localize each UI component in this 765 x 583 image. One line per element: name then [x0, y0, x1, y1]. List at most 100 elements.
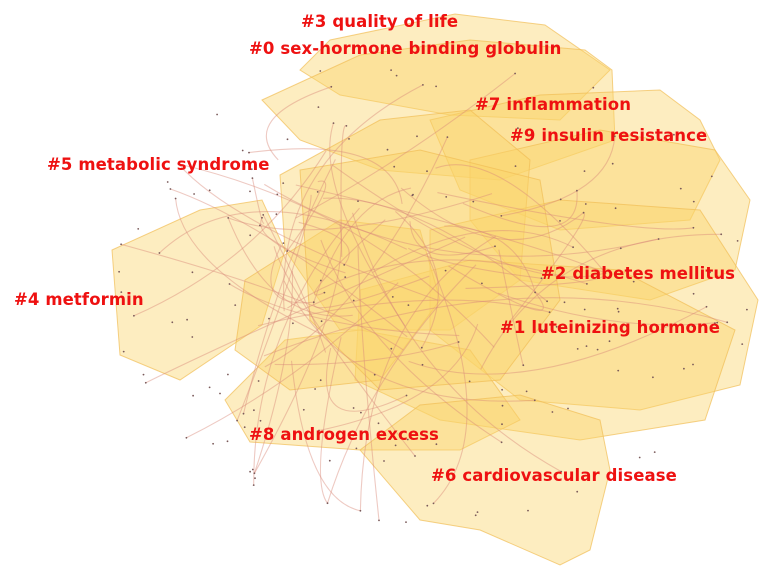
network-node: [632, 280, 635, 283]
network-edge: [253, 271, 294, 474]
network-node: [319, 70, 322, 72]
network-node: [344, 276, 347, 278]
network-edge: [408, 247, 542, 279]
network-node: [619, 247, 622, 250]
network-node: [416, 135, 418, 138]
network-node: [120, 243, 122, 246]
network-edge: [270, 245, 314, 304]
network-node: [166, 181, 169, 183]
network-node: [282, 182, 285, 185]
network-node: [540, 277, 543, 280]
network-node: [736, 240, 739, 242]
network-node: [567, 407, 569, 410]
network-edge: [283, 280, 535, 402]
network-node: [517, 127, 519, 130]
network-edge: [331, 164, 606, 278]
network-node: [253, 409, 255, 412]
network-node: [243, 426, 246, 429]
network-node: [276, 193, 279, 196]
network-node: [432, 502, 435, 505]
network-edge: [264, 183, 659, 257]
network-node: [137, 228, 140, 230]
cluster-label-sex-hormone-binding-globulin: #0 sex-hormone binding globulin: [249, 39, 562, 58]
network-node: [541, 329, 543, 332]
network-node: [317, 106, 320, 108]
cluster-label-insulin-resistance: #9 insulin resistance: [510, 126, 708, 145]
network-node: [559, 198, 562, 201]
cluster-hull-c6: [359, 394, 611, 566]
cluster-label-luteinizing-hormone: #1 luteinizing hormone: [500, 318, 721, 337]
network-node: [191, 336, 194, 338]
network-node: [282, 242, 285, 245]
cluster-label-metformin: #4 metformin: [14, 290, 144, 309]
network-node: [446, 136, 449, 139]
network-edge: [314, 219, 386, 296]
network-node: [228, 283, 231, 285]
network-edge: [251, 177, 265, 224]
network-edge: [177, 163, 438, 301]
network-node: [583, 308, 586, 311]
network-node: [252, 484, 255, 486]
network-node: [352, 299, 355, 302]
network-node: [548, 311, 551, 314]
network-node: [386, 148, 389, 151]
cluster-label-inflammation: #7 inflammation: [475, 95, 632, 114]
network-edge: [265, 86, 332, 161]
network-node: [394, 444, 397, 447]
network-node: [359, 509, 362, 512]
network-edge: [120, 243, 404, 351]
network-node: [596, 348, 599, 351]
network-edge: [170, 188, 408, 338]
network-node: [186, 318, 189, 321]
network-node: [705, 305, 708, 308]
network-edge: [273, 246, 416, 457]
network-node: [501, 423, 503, 426]
network-edge: [426, 253, 468, 504]
network-node: [543, 133, 546, 135]
network-node: [608, 340, 611, 343]
network-edge: [497, 292, 718, 326]
network-edge: [320, 239, 502, 443]
network-node: [481, 282, 483, 285]
network-node: [174, 197, 177, 200]
network-edge: [319, 337, 342, 504]
network-edge: [178, 163, 495, 348]
network-edge: [323, 197, 548, 302]
network-node: [302, 408, 305, 411]
network-node: [226, 440, 229, 443]
network-node: [251, 468, 254, 471]
cluster-hull-ex1: [234, 219, 441, 391]
network-node: [407, 304, 410, 306]
network-node: [328, 459, 331, 462]
network-node: [559, 220, 561, 222]
network-node: [292, 322, 294, 325]
network-edge: [351, 212, 562, 473]
network-edge: [465, 272, 606, 289]
network-node: [692, 363, 694, 366]
network-node: [638, 456, 641, 459]
network-node: [395, 74, 398, 77]
network-node: [257, 380, 260, 382]
network-node: [576, 348, 579, 350]
network-node: [692, 226, 695, 229]
network-node: [555, 325, 558, 328]
network-edge: [236, 194, 312, 421]
network-node: [746, 308, 748, 311]
network-node: [435, 443, 438, 446]
network-node: [393, 165, 396, 168]
network-node: [133, 314, 135, 317]
network-node: [249, 190, 251, 193]
cluster-hull-c2: [429, 199, 759, 411]
network-node: [378, 519, 380, 522]
network-node: [352, 407, 355, 409]
network-node: [383, 460, 385, 462]
network-node: [560, 470, 563, 473]
network-node: [457, 341, 460, 343]
network-node: [158, 252, 161, 254]
network-node: [254, 477, 256, 480]
network-node: [118, 270, 120, 273]
network-node: [501, 404, 504, 407]
cluster-label-cardiovascular-disease: #6 cardiovascular disease: [431, 466, 677, 485]
network-node: [563, 301, 566, 304]
